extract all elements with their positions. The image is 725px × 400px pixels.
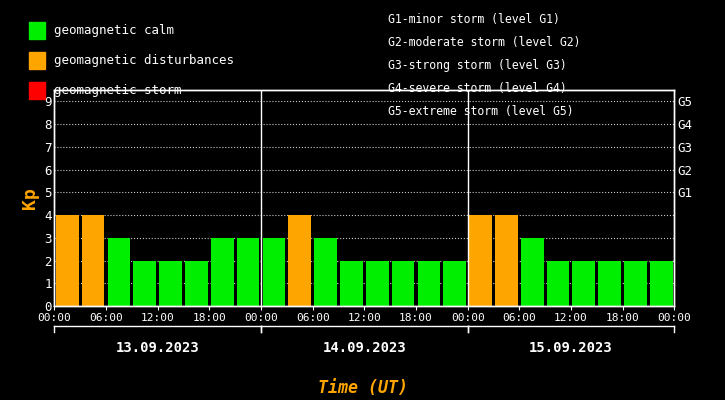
Y-axis label: Kp: Kp — [20, 187, 38, 209]
Bar — [624, 260, 647, 306]
Bar — [262, 238, 285, 306]
Bar — [573, 260, 595, 306]
Bar — [314, 238, 337, 306]
Text: geomagnetic disturbances: geomagnetic disturbances — [54, 54, 233, 67]
Text: 15.09.2023: 15.09.2023 — [529, 341, 613, 355]
Bar — [547, 260, 569, 306]
Bar — [340, 260, 362, 306]
Text: geomagnetic calm: geomagnetic calm — [54, 24, 174, 37]
Bar — [107, 238, 130, 306]
Bar — [366, 260, 389, 306]
Bar — [598, 260, 621, 306]
Bar — [185, 260, 208, 306]
Text: G2-moderate storm (level G2): G2-moderate storm (level G2) — [388, 36, 581, 49]
Bar — [469, 215, 492, 306]
Bar — [56, 215, 78, 306]
Bar — [289, 215, 311, 306]
Text: G5-extreme storm (level G5): G5-extreme storm (level G5) — [388, 106, 573, 118]
Text: G4-severe storm (level G4): G4-severe storm (level G4) — [388, 82, 567, 95]
Text: G3-strong storm (level G3): G3-strong storm (level G3) — [388, 59, 567, 72]
Text: 14.09.2023: 14.09.2023 — [323, 341, 406, 355]
Bar — [444, 260, 466, 306]
Bar — [237, 238, 260, 306]
Text: G1-minor storm (level G1): G1-minor storm (level G1) — [388, 13, 560, 26]
Text: geomagnetic storm: geomagnetic storm — [54, 84, 181, 97]
Bar — [211, 238, 233, 306]
Bar — [418, 260, 440, 306]
Bar — [392, 260, 415, 306]
Bar — [160, 260, 182, 306]
Text: 13.09.2023: 13.09.2023 — [116, 341, 199, 355]
Bar — [133, 260, 156, 306]
Bar — [521, 238, 544, 306]
Text: Time (UT): Time (UT) — [318, 379, 407, 397]
Bar — [82, 215, 104, 306]
Bar — [495, 215, 518, 306]
Bar — [650, 260, 673, 306]
